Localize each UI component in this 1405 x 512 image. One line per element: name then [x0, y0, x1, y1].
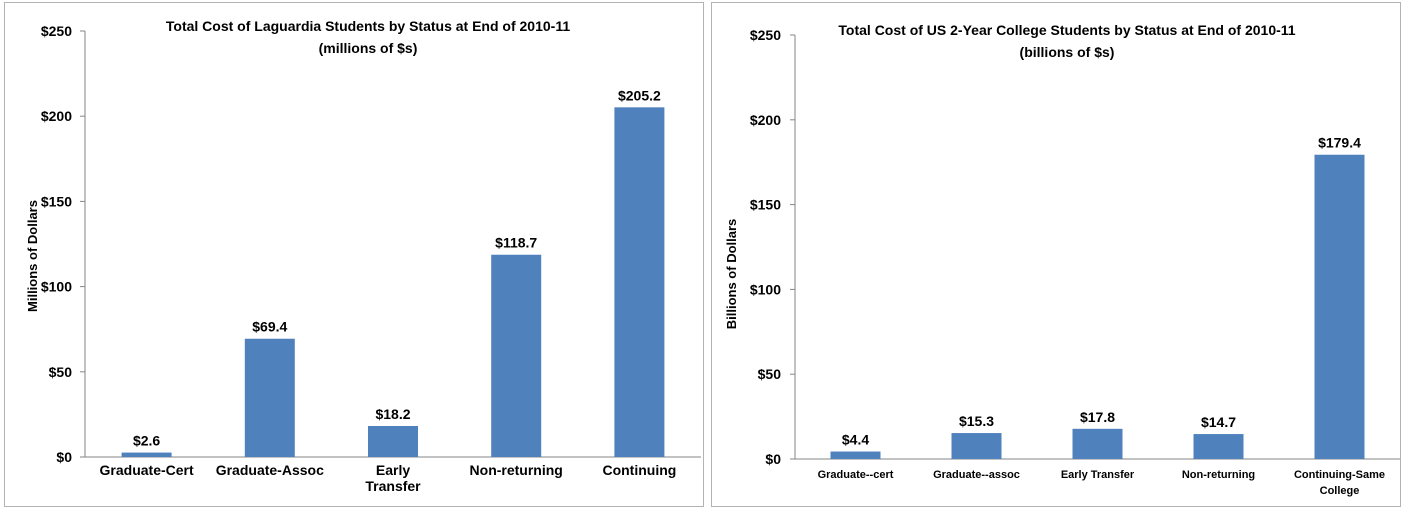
category-label: Graduate-Assoc: [216, 462, 324, 478]
data-label: $2.6: [133, 433, 160, 449]
category-label: Graduate--cert: [818, 469, 894, 481]
y-tick-label: $0: [56, 449, 72, 465]
category-label: Graduate-Cert: [100, 462, 194, 478]
bar: [1072, 428, 1123, 459]
y-tick-label: $50: [49, 364, 73, 380]
bar: [1193, 434, 1244, 459]
y-tick-label: $100: [750, 281, 781, 297]
bar: [368, 425, 418, 457]
y-tick-label: $100: [41, 279, 72, 295]
bar: [830, 451, 881, 459]
y-tick-label: $50: [758, 366, 782, 382]
y-tick-label: $150: [41, 193, 72, 209]
category-label: Continuing-Same College: [1294, 469, 1385, 497]
y-tick-label: $250: [750, 27, 781, 43]
chart-subtitle: (millions of $s): [319, 40, 418, 56]
y-tick-label: $200: [750, 112, 781, 128]
y-tick-label: $0: [765, 451, 781, 467]
chart-title: Total Cost of Laguardia Students by Stat…: [166, 18, 570, 34]
data-label: $18.2: [375, 406, 410, 422]
data-label: $118.7: [495, 235, 537, 251]
bar: [1314, 154, 1365, 459]
chart-title: Total Cost of US 2-Year College Students…: [838, 22, 1295, 38]
category-label: Graduate--assoc: [933, 469, 1020, 481]
chart-subtitle: (billions of $s): [1020, 44, 1115, 60]
bar: [491, 254, 542, 457]
y-tick-label: $200: [41, 108, 72, 124]
y-axis-label: Millions of Dollars: [25, 200, 40, 312]
data-label: $4.4: [842, 432, 869, 448]
category-label: Non-returning: [470, 462, 563, 478]
data-label: $14.7: [1201, 414, 1236, 430]
chart-panel-laguardia: Total Cost of Laguardia Students by Stat…: [4, 2, 704, 507]
bar: [121, 452, 172, 457]
category-label: Early Transfer: [365, 462, 421, 494]
bar: [951, 433, 1002, 459]
category-label: Early Transfer: [1061, 469, 1135, 481]
chart-laguardia-svg: Total Cost of Laguardia Students by Stat…: [25, 18, 701, 494]
bar: [614, 107, 665, 457]
data-label: $179.4: [1318, 135, 1361, 151]
data-label: $17.8: [1080, 409, 1115, 425]
category-label: Non-returning: [1182, 469, 1255, 481]
data-label: $15.3: [959, 413, 994, 429]
y-tick-label: $250: [41, 23, 72, 39]
chart-panel-us-2year: Total Cost of US 2-Year College Students…: [711, 2, 1401, 507]
y-axis-label: Billions of Dollars: [724, 219, 739, 330]
data-label: $69.4: [252, 319, 287, 335]
data-label: $205.2: [618, 87, 661, 103]
category-label: Continuing: [602, 462, 676, 478]
bar: [244, 338, 295, 457]
y-tick-label: $150: [750, 197, 781, 213]
chart-us-2year-svg: Total Cost of US 2-Year College Students…: [724, 22, 1400, 497]
